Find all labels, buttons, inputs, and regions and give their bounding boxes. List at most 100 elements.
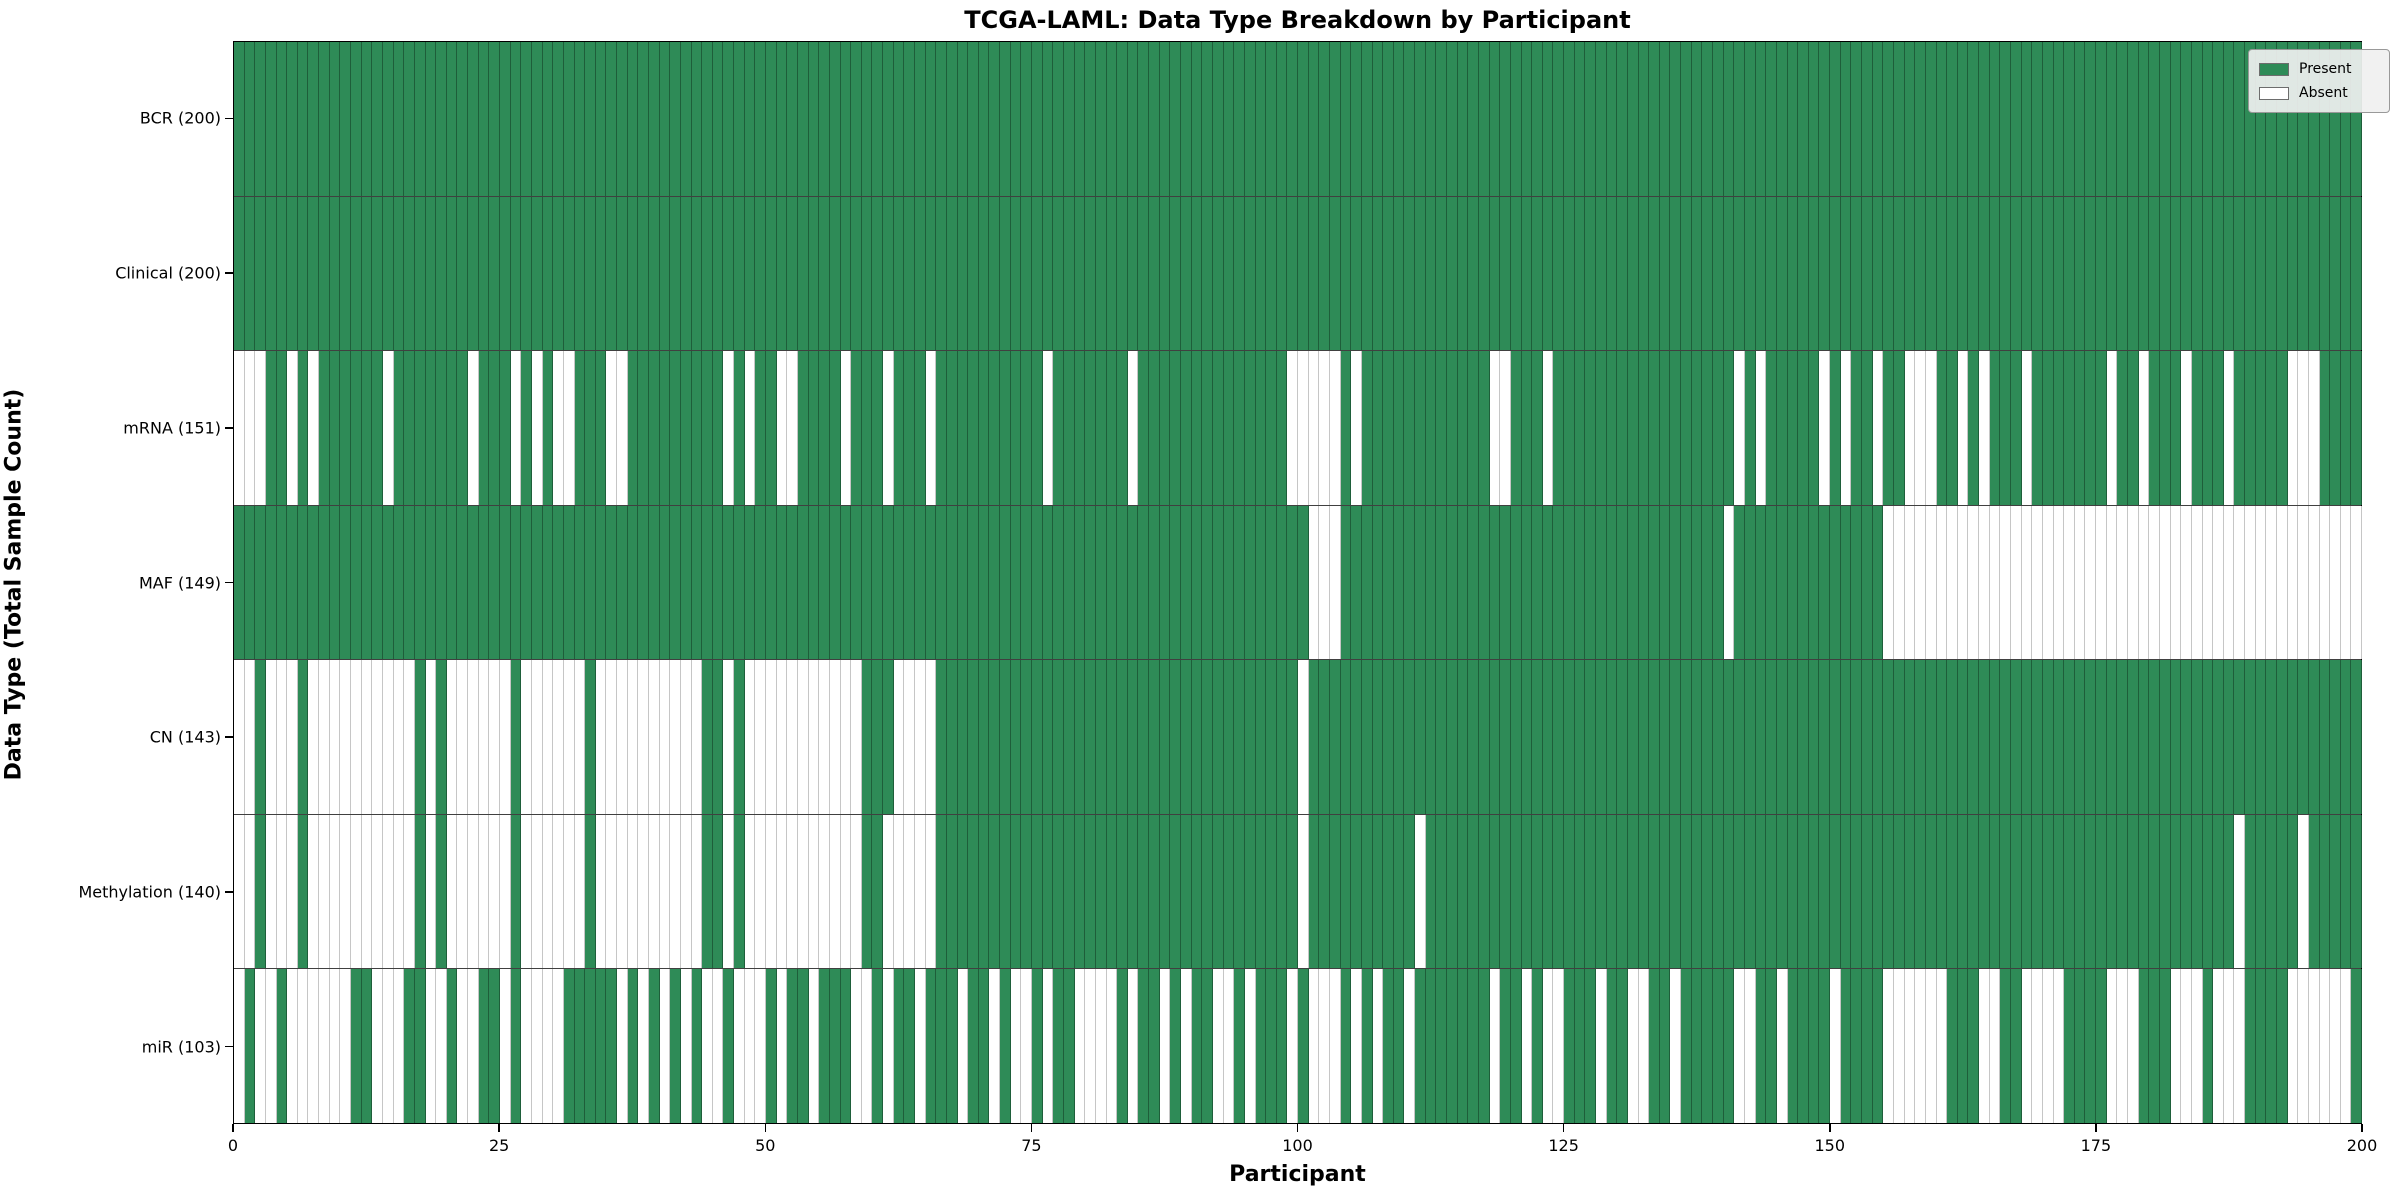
heatmap-cell bbox=[797, 814, 809, 969]
heatmap-cell bbox=[851, 660, 862, 814]
heatmap-cell bbox=[1191, 42, 1203, 196]
heatmap-cell bbox=[2330, 196, 2341, 351]
heatmap-cell bbox=[627, 660, 639, 814]
heatmap-cell bbox=[1915, 660, 1926, 814]
heatmap-cell bbox=[861, 196, 873, 351]
heatmap-cell bbox=[457, 660, 469, 814]
heatmap-cell bbox=[1287, 505, 1299, 660]
y-tick-label: CN (143) bbox=[149, 727, 221, 747]
heatmap-cell bbox=[670, 351, 681, 505]
heatmap-cell bbox=[776, 814, 788, 969]
heatmap-cell bbox=[957, 814, 969, 969]
heatmap-cell bbox=[2308, 505, 2320, 660]
heatmap-cell bbox=[1723, 42, 1735, 196]
heatmap-cell bbox=[2245, 969, 2256, 1124]
heatmap-cell bbox=[1063, 42, 1075, 196]
heatmap-cell bbox=[425, 196, 437, 351]
heatmap-cell bbox=[2042, 351, 2054, 505]
heatmap-cell bbox=[1181, 969, 1192, 1124]
heatmap-cell bbox=[1968, 196, 1980, 351]
heatmap-cell bbox=[1691, 814, 1703, 969]
heatmap-cell bbox=[819, 660, 830, 814]
heatmap-cell bbox=[1947, 814, 1958, 969]
heatmap-cell bbox=[1819, 969, 1831, 1124]
heatmap-cell bbox=[1808, 42, 1820, 196]
heatmap-cell bbox=[2255, 814, 2267, 969]
heatmap-cell bbox=[936, 660, 947, 814]
heatmap-cell bbox=[1149, 505, 1160, 660]
heatmap-cell bbox=[2010, 351, 2022, 505]
heatmap-cell bbox=[1979, 660, 1990, 814]
heatmap-cell bbox=[1872, 814, 1884, 969]
heatmap-cell bbox=[808, 660, 820, 814]
heatmap-cell bbox=[2287, 660, 2299, 814]
heatmap-cell bbox=[2287, 42, 2299, 196]
heatmap-cell bbox=[1436, 505, 1448, 660]
heatmap-cell bbox=[1968, 969, 1980, 1124]
heatmap-cell bbox=[1074, 969, 1086, 1124]
heatmap-cell bbox=[1010, 660, 1022, 814]
heatmap-cell bbox=[1351, 969, 1362, 1124]
heatmap-cell bbox=[606, 814, 618, 969]
heatmap-cell bbox=[2191, 814, 2203, 969]
heatmap-cell bbox=[1798, 660, 1809, 814]
heatmap-cell bbox=[702, 505, 713, 660]
heatmap-cell bbox=[1521, 969, 1533, 1124]
heatmap-cell bbox=[861, 969, 873, 1124]
heatmap-cell bbox=[1032, 42, 1043, 196]
heatmap-cell bbox=[2202, 814, 2214, 969]
heatmap-cell bbox=[1170, 351, 1182, 505]
heatmap-cell bbox=[1744, 42, 1756, 196]
heatmap-cell bbox=[2181, 351, 2192, 505]
heatmap-cell bbox=[1372, 660, 1384, 814]
heatmap-cell bbox=[553, 351, 564, 505]
heatmap-cell bbox=[1553, 196, 1565, 351]
heatmap-cell bbox=[319, 660, 330, 814]
heatmap-cell bbox=[776, 969, 788, 1124]
heatmap-cell bbox=[1436, 660, 1448, 814]
heatmap-cell bbox=[234, 814, 245, 969]
heatmap-cell bbox=[1564, 969, 1575, 1124]
heatmap-cell bbox=[1808, 969, 1820, 1124]
heatmap-cell bbox=[2170, 969, 2182, 1124]
heatmap-cell bbox=[1649, 196, 1660, 351]
heatmap-cell bbox=[1681, 196, 1692, 351]
heatmap-cell bbox=[500, 42, 511, 196]
heatmap-cell bbox=[1883, 505, 1894, 660]
heatmap-cell bbox=[372, 196, 383, 351]
heatmap-cell bbox=[436, 196, 447, 351]
heatmap-cell bbox=[1574, 196, 1586, 351]
heatmap-cell bbox=[1053, 660, 1064, 814]
heatmap-cell bbox=[1585, 814, 1596, 969]
heatmap-cell bbox=[829, 351, 841, 505]
heatmap-cell bbox=[1947, 196, 1958, 351]
heatmap-cell bbox=[542, 814, 554, 969]
heatmap-cell bbox=[1915, 969, 1926, 1124]
heatmap-cell bbox=[1734, 969, 1745, 1124]
heatmap-cell bbox=[734, 196, 745, 351]
heatmap-cell bbox=[1319, 351, 1330, 505]
x-tick-mark bbox=[2095, 1124, 2097, 1132]
heatmap-cell bbox=[1798, 814, 1809, 969]
heatmap-cell bbox=[1212, 351, 1224, 505]
heatmap-cell bbox=[2319, 42, 2331, 196]
heatmap-cell bbox=[691, 814, 703, 969]
heatmap-cell bbox=[2330, 660, 2341, 814]
heatmap-cell bbox=[659, 505, 671, 660]
heatmap-cell bbox=[1936, 42, 1948, 196]
heatmap-cell bbox=[319, 969, 330, 1124]
heatmap-cell bbox=[1904, 42, 1916, 196]
heatmap-cell bbox=[829, 505, 841, 660]
heatmap-cell bbox=[787, 969, 798, 1124]
heatmap-cell bbox=[2117, 351, 2129, 505]
heatmap-cell bbox=[2223, 351, 2235, 505]
heatmap-cell bbox=[1138, 660, 1150, 814]
heatmap-cell bbox=[1106, 42, 1118, 196]
heatmap-cell bbox=[2234, 196, 2246, 351]
heatmap-cell bbox=[425, 351, 437, 505]
heatmap-cell bbox=[510, 660, 522, 814]
heatmap-cell bbox=[1181, 814, 1192, 969]
heatmap-cell bbox=[1681, 42, 1692, 196]
heatmap-cell bbox=[2223, 42, 2235, 196]
heatmap-cell bbox=[808, 505, 820, 660]
